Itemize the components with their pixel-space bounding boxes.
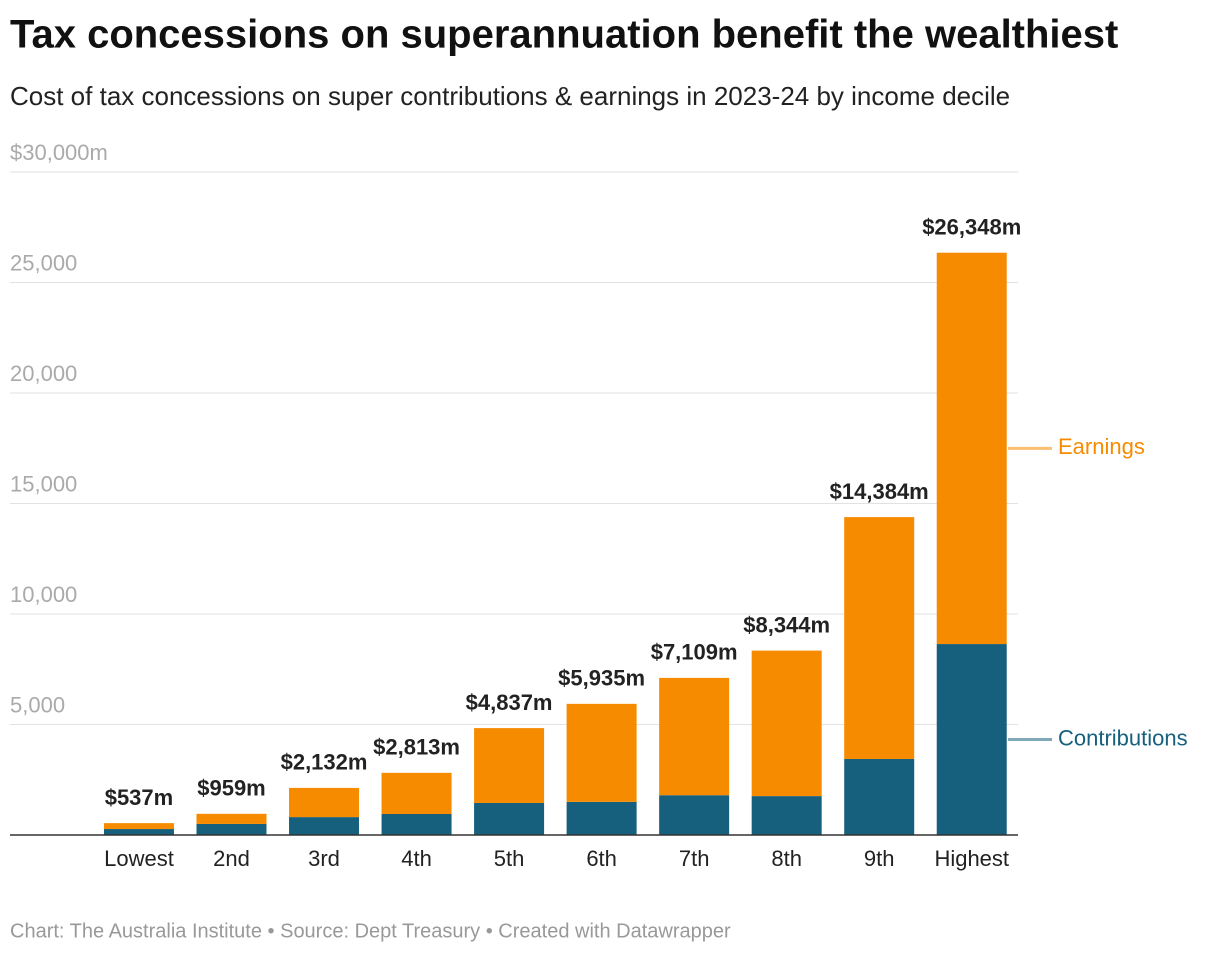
total-label: $7,109m <box>651 640 738 665</box>
bar-segment <box>103 829 174 835</box>
legend-label: Contributions <box>1058 725 1188 750</box>
total-label: $537m <box>105 785 174 810</box>
bar-segment <box>381 772 452 815</box>
x-tick-label: 3rd <box>308 846 340 871</box>
bar-segment <box>659 677 730 796</box>
bar-segment <box>936 252 1007 645</box>
x-tick-label: 5th <box>494 846 525 871</box>
total-label: $5,935m <box>558 666 645 691</box>
x-tick-label: 6th <box>586 846 617 871</box>
chart-subtitle: Cost of tax concessions on super contrib… <box>10 81 1010 111</box>
x-tick-label: 7th <box>679 846 710 871</box>
chart-title: Tax concessions on superannuation benefi… <box>10 13 1118 57</box>
bar-segment <box>381 814 452 835</box>
y-tick-label: 5,000 <box>10 692 65 717</box>
total-label: $4,837m <box>466 690 553 715</box>
bar-segment <box>566 703 637 802</box>
x-tick-label: Highest <box>934 846 1009 871</box>
x-tick-label: Lowest <box>104 846 174 871</box>
bar-segment <box>659 795 730 835</box>
bar-segment <box>103 823 174 830</box>
total-label: $2,813m <box>373 735 460 760</box>
total-label: $959m <box>197 776 266 801</box>
x-tick-label: 9th <box>864 846 895 871</box>
y-tick-label: 10,000 <box>10 582 77 607</box>
bar-segment <box>289 787 360 818</box>
total-label: $2,132m <box>281 750 368 775</box>
x-tick-label: 2nd <box>213 846 250 871</box>
total-label: $14,384m <box>830 479 929 504</box>
x-tick-label: 8th <box>771 846 802 871</box>
y-tick-label: 20,000 <box>10 361 77 386</box>
bar-segment <box>474 802 545 835</box>
bar-segment <box>936 644 1007 835</box>
total-label: $8,344m <box>743 612 830 637</box>
bar-segment <box>751 796 822 835</box>
bar-segment <box>196 813 267 824</box>
bar-segment <box>844 517 915 759</box>
chart-notes: Chart: The Australia Institute • Source:… <box>10 920 731 942</box>
total-label: $26,348m <box>922 215 1021 240</box>
y-tick-label: 25,000 <box>10 250 77 275</box>
legend-label: Earnings <box>1058 434 1145 459</box>
bar-segment <box>844 758 915 835</box>
bar-segment <box>196 823 267 835</box>
y-tick-label: 15,000 <box>10 471 77 496</box>
x-tick-label: 4th <box>401 846 432 871</box>
bar-segment <box>751 650 822 797</box>
bar-segment <box>474 728 545 803</box>
y-tick-label: $30,000m <box>10 140 108 165</box>
bar-segment <box>289 817 360 835</box>
bar-segment <box>566 801 637 835</box>
